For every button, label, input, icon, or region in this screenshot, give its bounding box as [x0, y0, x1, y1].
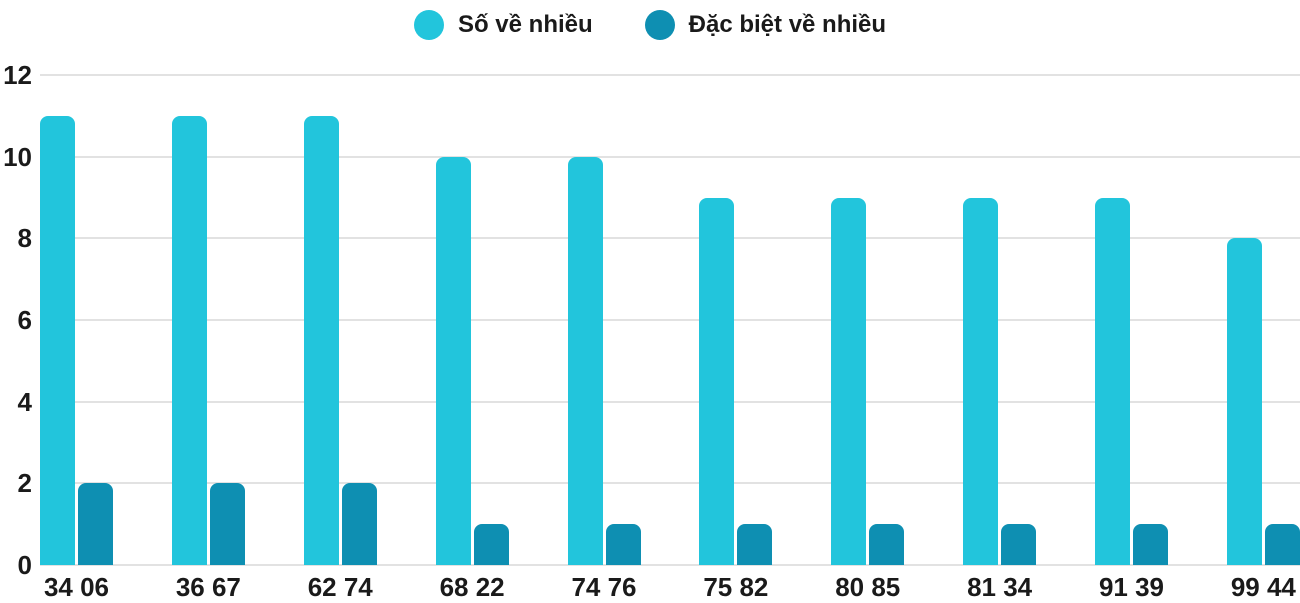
legend: Số về nhiều Đặc biệt về nhiều [0, 10, 1300, 40]
bar-group: 36 67 [171, 75, 245, 602]
bar[interactable] [78, 483, 113, 565]
bar-pair [303, 75, 377, 565]
legend-label: Số về nhiều [457, 11, 593, 38]
bar-group: 99 44 [1226, 75, 1300, 602]
circle-swatch-icon [413, 10, 444, 40]
bar-pair [1095, 75, 1168, 565]
bar[interactable] [699, 197, 735, 565]
gridline [40, 319, 1300, 321]
bar[interactable] [1264, 524, 1300, 565]
circle-swatch-icon [644, 10, 675, 40]
bar-group: 75 82 [699, 75, 773, 602]
bar[interactable] [435, 156, 471, 565]
bar[interactable] [831, 197, 867, 565]
bar[interactable] [1095, 197, 1130, 565]
bar-group: 74 76 [567, 75, 641, 602]
bar-pair [171, 75, 245, 565]
y-axis-tick: 6 [17, 305, 32, 335]
bar-group: 34 06 [40, 75, 113, 602]
y-axis-tick: 10 [3, 141, 32, 172]
y-axis-tick: 0 [17, 550, 32, 580]
bar[interactable] [1001, 524, 1037, 565]
bar-pair [699, 75, 773, 565]
gridline [40, 237, 1300, 240]
bar-pair [963, 75, 1037, 565]
bar[interactable] [1226, 238, 1262, 565]
bar[interactable] [567, 156, 603, 565]
gridline [40, 74, 1300, 76]
bar-group: 62 74 [303, 75, 377, 602]
gridline [40, 564, 1300, 566]
bar-group: 91 39 [1095, 75, 1168, 602]
bar[interactable] [869, 524, 905, 565]
y-axis-tick: 4 [17, 386, 32, 417]
x-axis-label: 99 44 [1230, 572, 1296, 602]
bar-pair [567, 75, 641, 565]
bar-pair [1226, 75, 1300, 565]
y-axis-tick: 12 [3, 60, 32, 90]
y-axis-tick: 2 [17, 468, 32, 499]
legend-item-dac-biet-ve-nhieu[interactable]: Đặc biệt về nhiều [644, 10, 887, 40]
bar[interactable] [341, 483, 377, 565]
y-axis: 0 2 4 6 8 10 12 [0, 0, 32, 600]
x-axis-label: 62 74 [307, 572, 373, 602]
gridline [40, 400, 1300, 403]
x-axis-label: 68 22 [439, 572, 505, 602]
x-axis-label: 80 85 [835, 572, 901, 602]
x-axis-label: 34 06 [43, 572, 110, 602]
bar[interactable] [303, 115, 339, 565]
bar[interactable] [40, 115, 75, 565]
bar-pair [435, 75, 509, 565]
bar[interactable] [605, 524, 641, 565]
x-axis-label: 81 34 [967, 572, 1033, 602]
legend-item-so-ve-nhieu[interactable]: Số về nhiều [413, 10, 593, 40]
gridline [40, 482, 1300, 485]
x-axis-label: 91 39 [1098, 572, 1165, 602]
bar[interactable] [473, 524, 509, 565]
x-axis-label: 74 76 [571, 572, 637, 602]
bar-group: 81 34 [963, 75, 1037, 602]
gridlines [40, 74, 1300, 566]
bar[interactable] [209, 483, 245, 565]
bar[interactable] [963, 197, 999, 565]
x-axis-label: 36 67 [175, 572, 241, 602]
bar-group: 68 22 [435, 75, 509, 602]
bar[interactable] [171, 115, 207, 565]
legend-label: Đặc biệt về nhiều [688, 11, 887, 38]
bar[interactable] [1133, 524, 1168, 565]
bar[interactable] [737, 524, 773, 565]
y-axis-tick: 8 [17, 223, 32, 254]
bar-groups: 34 06 36 67 62 74 68 22 74 76 75 82 80 85 81 34… [40, 75, 1300, 602]
bar-pair [831, 75, 905, 565]
plot-area: 34 06 36 67 62 74 68 22 74 76 75 82 80 85 81 34… [40, 74, 1300, 602]
bar-group: 80 85 [831, 75, 905, 602]
x-axis-label: 75 82 [703, 572, 769, 602]
bar-pair [40, 75, 113, 565]
gridline [40, 155, 1300, 158]
